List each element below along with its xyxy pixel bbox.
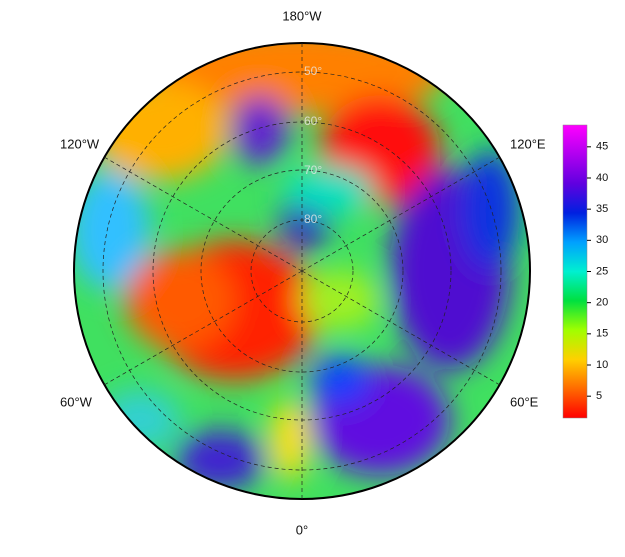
lon-label: 0° [296, 522, 308, 537]
lon-label: 60°E [510, 394, 539, 409]
colorbar-tick-label: 40 [596, 172, 608, 184]
colorbar [562, 124, 588, 419]
lat-label: 50° [304, 64, 322, 78]
lat-label: 70° [304, 163, 322, 177]
colorbar-tick-label: 30 [596, 234, 608, 246]
colorbar-tick-label: 20 [596, 297, 608, 309]
lon-label: 120°W [60, 136, 100, 151]
lat-label: 60° [304, 114, 322, 128]
colorbar-tick-label: 5 [596, 390, 602, 402]
graticule [102, 43, 502, 499]
lon-label: 120°E [510, 136, 546, 151]
colorbar-tick-label: 45 [596, 141, 608, 153]
colorbar-tick-label: 35 [596, 203, 608, 215]
lat-label: 80° [304, 212, 322, 226]
field [74, 43, 530, 499]
colorbar-tick-label: 25 [596, 265, 608, 277]
colorbar-tick-label: 15 [596, 328, 608, 340]
lon-label: 60°W [60, 394, 93, 409]
colorbar-tick-label: 10 [596, 359, 608, 371]
lon-label: 180°W [282, 8, 322, 23]
